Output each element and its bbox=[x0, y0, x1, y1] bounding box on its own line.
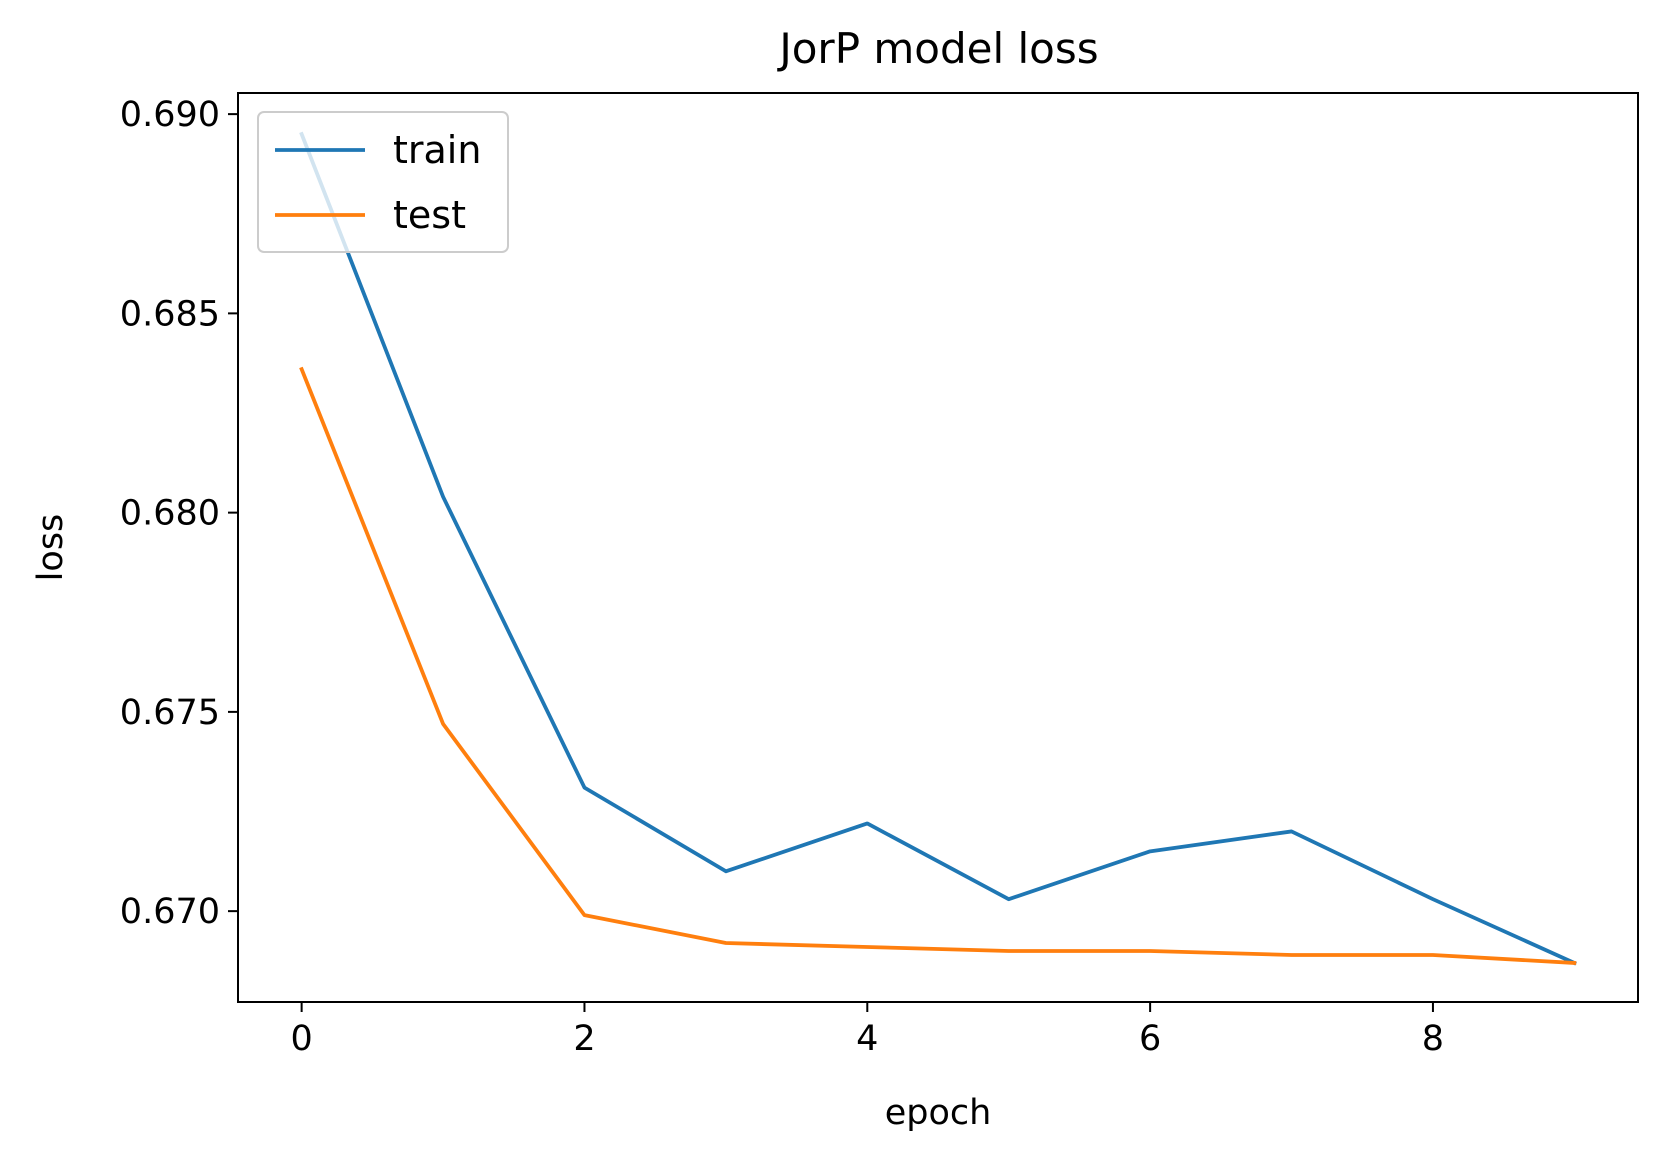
y-tick-label: 0.675 bbox=[120, 693, 220, 733]
chart-title: JorP model loss bbox=[776, 24, 1098, 73]
axes-layer: 0 2 4 6 8 0.670 0.675 0.680 0.685 0.690 bbox=[120, 92, 1639, 1059]
x-tick-label: 0 bbox=[290, 1019, 312, 1059]
y-tick-label: 0.685 bbox=[120, 294, 220, 334]
y-tick-label: 0.690 bbox=[120, 95, 220, 135]
y-axis-title: loss bbox=[31, 514, 71, 582]
legend-box bbox=[257, 111, 509, 253]
x-tick-label: 8 bbox=[1422, 1019, 1444, 1059]
legend-label-train: train bbox=[393, 128, 481, 172]
y-tick-label: 0.670 bbox=[120, 892, 220, 932]
x-axis-title: epoch bbox=[885, 1093, 992, 1133]
legend: train test bbox=[257, 111, 509, 253]
series-line-train bbox=[299, 131, 1577, 966]
series-line-test bbox=[299, 366, 1577, 965]
x-tick-label: 6 bbox=[1139, 1019, 1161, 1059]
axes-frame bbox=[237, 92, 1639, 1003]
series-layer bbox=[299, 131, 1577, 966]
x-tick-label: 2 bbox=[573, 1019, 595, 1059]
y-tick-label: 0.680 bbox=[120, 494, 220, 534]
x-tick-label: 4 bbox=[856, 1019, 878, 1059]
legend-label-test: test bbox=[393, 193, 466, 237]
